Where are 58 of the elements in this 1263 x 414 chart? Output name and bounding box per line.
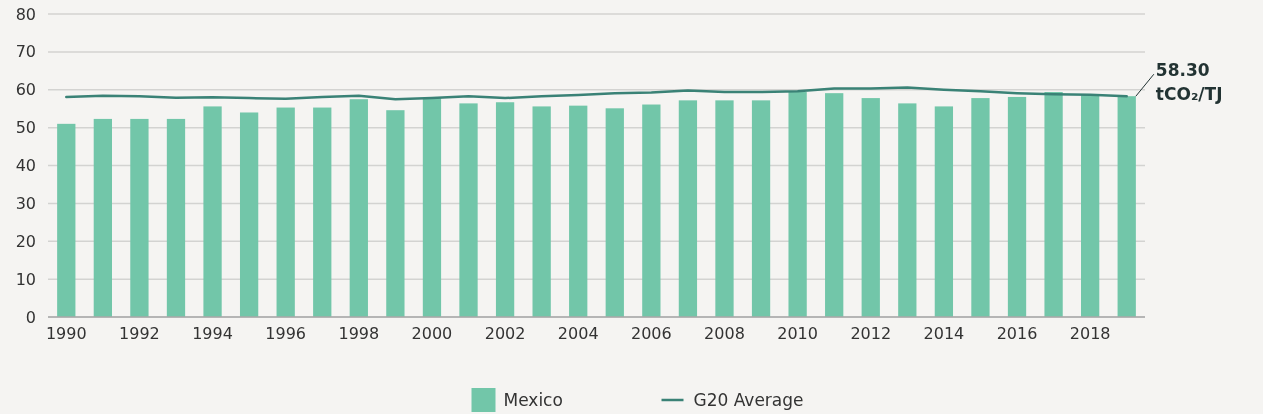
y-tick-label: 60 (15, 80, 36, 100)
bar (57, 123, 76, 317)
bar (276, 107, 295, 317)
x-tick-label: 1994 (192, 324, 233, 343)
y-tick-label: 70 (15, 42, 36, 62)
legend-label: G20 Average (693, 389, 804, 410)
x-tick-label: 1990 (45, 324, 87, 343)
bar (203, 106, 222, 317)
bar (239, 112, 259, 317)
bar (459, 103, 478, 317)
x-tick-label: 2014 (923, 324, 965, 343)
x-tick-label: 2000 (411, 324, 453, 343)
bar (93, 118, 112, 317)
y-tick-label: 0 (25, 307, 36, 327)
bar (825, 93, 844, 317)
y-tick-label: 80 (15, 4, 36, 24)
x-tick-label: 2016 (996, 324, 1038, 343)
bar (422, 98, 442, 317)
bar (1044, 92, 1063, 317)
bar (1081, 95, 1100, 317)
y-tick-label: 20 (15, 231, 36, 251)
x-tick-label: 2006 (630, 324, 672, 343)
x-tick-label: 2004 (557, 324, 599, 343)
bar (349, 99, 368, 317)
bar (166, 118, 186, 317)
bar (605, 108, 624, 317)
bar (532, 106, 551, 317)
y-tick-label: 40 (15, 156, 36, 176)
bar (934, 106, 954, 317)
bar (898, 103, 917, 317)
line-series (65, 86, 1128, 101)
bar (130, 118, 149, 317)
x-tick-label: 2012 (850, 324, 892, 343)
y-tick-label: 10 (15, 269, 36, 289)
bar (569, 105, 588, 317)
bar (678, 100, 698, 317)
x-tick-label: 1992 (119, 324, 160, 343)
y-tick-label: 50 (15, 118, 36, 138)
bar (1007, 96, 1027, 317)
bar (971, 98, 990, 317)
bar (861, 98, 880, 317)
x-tick-label: 2018 (1069, 324, 1111, 343)
x-tick-label: 1998 (338, 324, 380, 343)
y-tick-label: 30 (15, 193, 36, 213)
x-tick-label: 2002 (484, 324, 526, 343)
bar (715, 100, 734, 317)
bar (751, 100, 771, 317)
bar (788, 92, 807, 317)
text: 58.30 tCO₂/TJ (1155, 60, 1223, 105)
legend-label: Mexico (503, 389, 563, 410)
x-tick-label: 1996 (265, 324, 307, 343)
bar (313, 107, 332, 317)
bar (1117, 96, 1136, 317)
bar (642, 104, 661, 317)
bar (386, 110, 405, 317)
x-tick-label: 2010 (777, 324, 818, 343)
x-tick-label: 2008 (704, 324, 745, 343)
bar (495, 102, 515, 317)
